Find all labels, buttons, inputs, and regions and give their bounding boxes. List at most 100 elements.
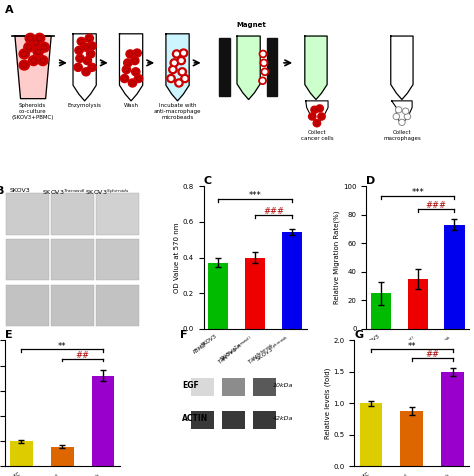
Text: Magnet: Magnet <box>236 22 266 28</box>
Circle shape <box>122 66 131 74</box>
Text: Incubate with
anti-macrophage
microbeads: Incubate with anti-macrophage microbeads <box>154 103 201 119</box>
Bar <box>371 293 391 329</box>
Circle shape <box>38 56 48 66</box>
Text: Collect
cancer cells: Collect cancer cells <box>301 130 333 141</box>
Circle shape <box>126 50 134 58</box>
Bar <box>97 239 139 280</box>
Circle shape <box>393 113 400 119</box>
Bar <box>6 285 48 326</box>
Circle shape <box>33 47 43 57</box>
Text: SKOV3$^{Spheroids}$: SKOV3$^{Spheroids}$ <box>85 188 130 197</box>
Circle shape <box>311 106 319 113</box>
Text: 42kDa: 42kDa <box>273 416 293 421</box>
Circle shape <box>83 57 91 65</box>
Text: EGF: EGF <box>182 381 199 390</box>
Circle shape <box>259 77 266 84</box>
Circle shape <box>177 57 185 65</box>
Circle shape <box>263 70 267 74</box>
Circle shape <box>24 42 34 52</box>
Circle shape <box>173 50 181 58</box>
Bar <box>208 263 228 329</box>
Circle shape <box>28 56 39 66</box>
Bar <box>245 258 265 329</box>
Circle shape <box>309 113 316 120</box>
Polygon shape <box>15 36 51 99</box>
Bar <box>51 239 94 280</box>
Circle shape <box>175 52 179 56</box>
Circle shape <box>260 60 268 67</box>
Text: G: G <box>354 330 364 340</box>
Text: **: ** <box>58 341 66 350</box>
Circle shape <box>178 68 186 76</box>
Text: A: A <box>5 5 13 15</box>
Circle shape <box>177 81 181 85</box>
Circle shape <box>399 119 405 126</box>
Bar <box>219 38 229 97</box>
Circle shape <box>316 105 323 112</box>
Circle shape <box>179 49 188 57</box>
Circle shape <box>181 74 189 82</box>
Text: ACTIN: ACTIN <box>182 414 208 423</box>
Bar <box>51 193 94 235</box>
Text: 10kDa: 10kDa <box>273 383 293 388</box>
Circle shape <box>169 77 173 80</box>
Bar <box>97 193 139 235</box>
Circle shape <box>259 50 267 58</box>
Text: TAM$^{Spheroids}$: TAM$^{Spheroids}$ <box>246 342 277 367</box>
Circle shape <box>82 68 90 76</box>
Circle shape <box>120 74 129 82</box>
Circle shape <box>173 61 176 65</box>
Circle shape <box>132 68 140 76</box>
Y-axis label: OD Value at 570 nm: OD Value at 570 nm <box>174 222 180 293</box>
Circle shape <box>25 33 36 43</box>
Text: ###: ### <box>426 201 447 210</box>
Polygon shape <box>391 36 413 99</box>
Text: Wash: Wash <box>124 103 138 108</box>
Polygon shape <box>392 101 412 123</box>
Circle shape <box>39 42 49 52</box>
Circle shape <box>19 60 29 70</box>
Bar <box>282 232 302 329</box>
Polygon shape <box>166 34 189 101</box>
Text: D: D <box>366 176 375 186</box>
Text: Enzymolysis: Enzymolysis <box>68 103 101 108</box>
Text: SKOV3$^{Transwell}$: SKOV3$^{Transwell}$ <box>42 188 86 197</box>
Circle shape <box>76 54 84 62</box>
Circle shape <box>85 34 93 42</box>
Bar <box>10 441 33 466</box>
Circle shape <box>124 59 132 67</box>
Polygon shape <box>305 36 327 99</box>
Circle shape <box>169 66 177 74</box>
Bar <box>51 447 73 466</box>
Text: F: F <box>180 330 187 340</box>
Bar <box>51 285 94 326</box>
Circle shape <box>77 38 86 45</box>
Text: PBMC: PBMC <box>192 342 208 354</box>
Circle shape <box>31 38 41 48</box>
Bar <box>267 38 277 97</box>
Bar <box>222 411 245 429</box>
Y-axis label: Relative Migration Rate(%): Relative Migration Rate(%) <box>334 211 340 304</box>
Circle shape <box>261 68 269 75</box>
Bar <box>222 378 245 396</box>
Circle shape <box>313 119 320 127</box>
Text: ##: ## <box>76 351 90 360</box>
Text: ***: *** <box>411 188 424 198</box>
Bar <box>445 225 465 329</box>
Circle shape <box>88 63 96 71</box>
Circle shape <box>262 61 266 65</box>
Circle shape <box>402 108 409 114</box>
Circle shape <box>128 79 137 87</box>
Circle shape <box>170 59 179 67</box>
Circle shape <box>318 113 325 120</box>
Circle shape <box>395 107 402 113</box>
Bar <box>441 372 464 466</box>
Circle shape <box>134 74 143 82</box>
Circle shape <box>179 59 183 62</box>
Text: ***: *** <box>249 191 261 200</box>
Text: Spheroids
co-culture
(SKOV3+PBMC): Spheroids co-culture (SKOV3+PBMC) <box>11 103 54 119</box>
Circle shape <box>133 49 141 57</box>
Y-axis label: Relative levels (fold): Relative levels (fold) <box>324 368 330 439</box>
Polygon shape <box>73 34 96 101</box>
Bar <box>6 239 48 280</box>
